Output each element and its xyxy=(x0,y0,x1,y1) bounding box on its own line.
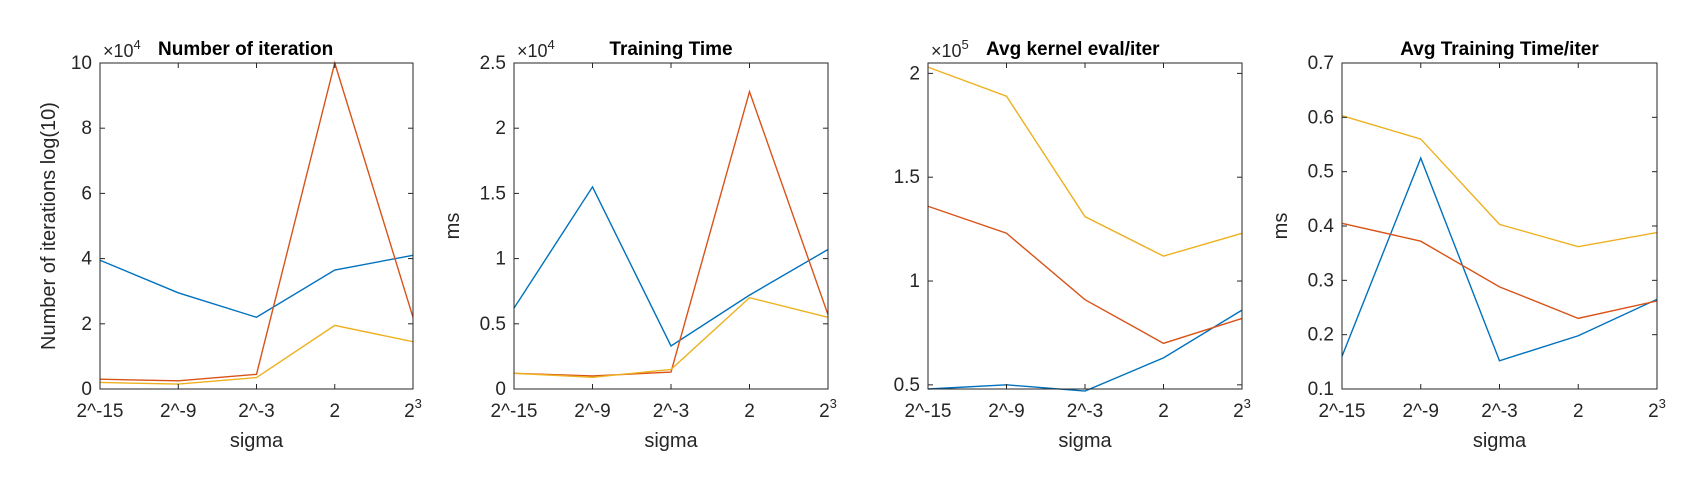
y-axis-label: ms xyxy=(1270,213,1292,240)
axes-box xyxy=(1341,62,1658,390)
x-tick-label: 2^-15 xyxy=(1319,401,1366,422)
series-line-2 xyxy=(513,89,829,377)
chart-1: 0 2 4 6 8 10 2^-15 2^-9 2^-3 2 23 sigma Number of it… xyxy=(38,37,422,452)
y-tick-label: 1.5 xyxy=(894,167,920,188)
x-tick-label: 2 xyxy=(1158,401,1169,422)
x-tick-label: 2^-3 xyxy=(238,401,274,422)
y-tick-label: 2 xyxy=(495,118,506,139)
y-tick-label: 6 xyxy=(81,183,92,204)
series-line-2 xyxy=(99,60,414,382)
chart-title: Number of iteration xyxy=(158,39,333,60)
x-tick-label: 2^-9 xyxy=(574,401,610,422)
chart-3: 0.5 1 1.5 2 2^-15 2^-9 2^-3 2 23 sigma ×105 Avg ker… xyxy=(894,37,1251,452)
y-tick-label: 2.5 xyxy=(480,53,506,74)
x-tick-label: 2 xyxy=(1573,401,1584,422)
series-line-3 xyxy=(1341,115,1658,248)
y-tick-label: 0 xyxy=(81,379,92,400)
x-tick-label: 2^-9 xyxy=(1403,401,1439,422)
y-tick-label: 4 xyxy=(81,249,92,270)
series-line-3 xyxy=(513,296,829,378)
x-tick-label: 2^-3 xyxy=(653,401,689,422)
x-axis-label: sigma xyxy=(230,430,284,452)
x-tick-label: 2 xyxy=(329,401,340,422)
series-line-2 xyxy=(927,205,1243,345)
y-tick-label: 0.7 xyxy=(1308,53,1334,74)
series-line-1 xyxy=(513,185,829,347)
x-tick-label: 2 xyxy=(744,401,755,422)
chart-title: Training Time xyxy=(609,39,732,60)
y-tick-label: 0.2 xyxy=(1308,325,1334,346)
y-tick-label: 1 xyxy=(909,271,920,292)
axes-box xyxy=(99,62,414,390)
y-tick-label: 2 xyxy=(909,63,920,84)
x-tick-label: 2^-15 xyxy=(77,401,124,422)
axes-box xyxy=(513,62,829,390)
x-tick-label: 2^-3 xyxy=(1481,401,1517,422)
x-tick-label: 2^-9 xyxy=(988,401,1024,422)
x-tick-label: 2^-9 xyxy=(160,401,196,422)
y-tick-label: 0.5 xyxy=(480,314,506,335)
x-tick-label: 2^-3 xyxy=(1067,401,1103,422)
series-line-3 xyxy=(99,324,414,385)
axis-multiplier: ×104 xyxy=(517,37,555,61)
y-tick-label: 0 xyxy=(495,379,506,400)
chart-2: 0 0.5 1 1.5 2 2.5 2^-15 2^-9 2^-3 2 23 sigma ms ×104 T… xyxy=(442,37,837,452)
x-tick-label: 2^-15 xyxy=(491,401,538,422)
y-tick-label: 0.6 xyxy=(1308,107,1334,128)
y-tick-label: 0.3 xyxy=(1308,270,1334,291)
y-tick-label: 0.1 xyxy=(1308,379,1334,400)
axes-box xyxy=(927,62,1243,390)
chart-title: Avg kernel eval/iter xyxy=(986,39,1160,60)
x-axis-label: sigma xyxy=(644,430,698,452)
x-axis-label: sigma xyxy=(1058,430,1112,452)
y-tick-label: 1 xyxy=(495,249,506,270)
series-line-1 xyxy=(1341,156,1658,362)
x-tick-label: 23 xyxy=(1233,396,1251,422)
x-tick-label: 23 xyxy=(404,396,422,422)
y-tick-label: 2 xyxy=(81,314,92,335)
y-tick-label: 0.5 xyxy=(1308,162,1334,183)
y-axis-label: Number of iterations log(10) xyxy=(38,102,60,350)
chart-4: 0.1 0.2 0.3 0.4 0.5 0.6 0.7 2^-15 2^-9 2^-3 2 23 sig… xyxy=(1270,39,1666,452)
series-line-2 xyxy=(1341,222,1658,320)
axis-multiplier: ×105 xyxy=(931,37,969,61)
y-tick-label: 10 xyxy=(71,53,92,74)
y-tick-label: 8 xyxy=(81,118,92,139)
series-line-1 xyxy=(99,254,414,319)
y-tick-label: 0.4 xyxy=(1308,216,1335,237)
x-tick-label: 23 xyxy=(1648,396,1666,422)
series-line-3 xyxy=(927,66,1243,257)
axis-multiplier: ×104 xyxy=(103,37,141,61)
x-tick-label: 23 xyxy=(819,396,837,422)
x-axis-label: sigma xyxy=(1473,430,1527,452)
y-tick-label: 0.5 xyxy=(894,375,920,396)
series-line-1 xyxy=(927,309,1243,392)
x-tick-label: 2^-15 xyxy=(905,401,952,422)
y-axis-label: ms xyxy=(442,213,464,240)
chart-title: Avg Training Time/iter xyxy=(1400,39,1599,60)
y-tick-label: 1.5 xyxy=(480,183,506,204)
